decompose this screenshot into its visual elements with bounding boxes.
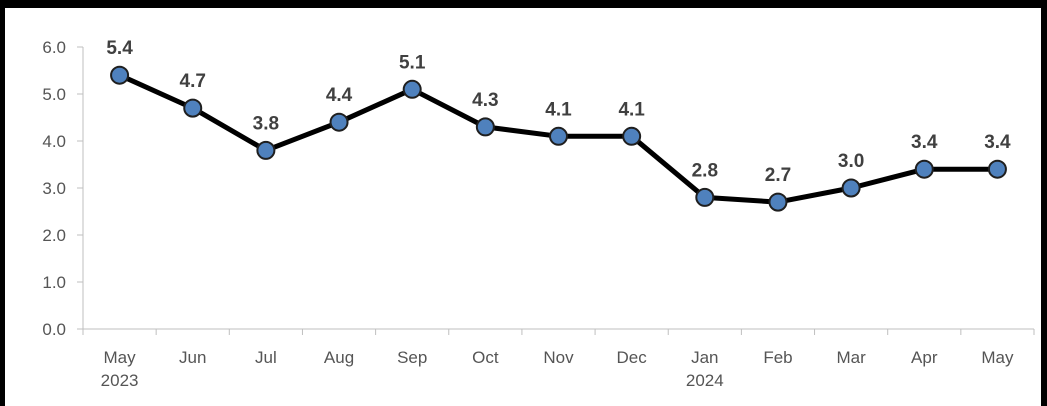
x-tick-label: Jul bbox=[255, 348, 277, 367]
x-tick-label: Jan bbox=[691, 348, 718, 367]
data-label: 3.4 bbox=[984, 132, 1011, 153]
x-tick-label: Oct bbox=[472, 348, 499, 367]
x-tick-label: Dec bbox=[617, 348, 648, 367]
data-label: 4.1 bbox=[618, 99, 645, 120]
data-point bbox=[841, 178, 861, 198]
x-tick-sublabel: 2023 bbox=[101, 371, 139, 390]
data-point bbox=[402, 79, 422, 99]
data-labels: 5.4 4.7 3.8 4.4 5.1 4.3 4.1 4.1 2.8 2.7 3.0 3.4 3.4 bbox=[106, 38, 1011, 186]
x-tick-label: Aug bbox=[324, 348, 354, 367]
data-label: 4.1 bbox=[545, 99, 572, 120]
x-tick-label: Apr bbox=[911, 348, 938, 367]
x-tick-label: May bbox=[981, 348, 1014, 367]
data-label: 5.1 bbox=[399, 52, 426, 73]
data-point bbox=[768, 192, 788, 212]
data-label: 2.8 bbox=[692, 160, 718, 181]
x-tick-label: May bbox=[104, 348, 137, 367]
data-label: 3.0 bbox=[838, 151, 864, 172]
data-point bbox=[549, 126, 568, 146]
series bbox=[110, 65, 1007, 212]
y-tick-label: 1.0 bbox=[42, 273, 66, 292]
x-tick-label: Sep bbox=[397, 348, 427, 367]
data-point bbox=[622, 126, 642, 146]
data-point bbox=[914, 159, 934, 179]
data-label: 3.4 bbox=[911, 132, 938, 153]
x-tick-label: Nov bbox=[543, 348, 574, 367]
x-tick-label: Mar bbox=[836, 348, 866, 367]
y-tick-label: 5.0 bbox=[42, 85, 66, 104]
data-point bbox=[183, 98, 203, 118]
data-label: 3.8 bbox=[253, 113, 279, 134]
data-label: 4.7 bbox=[180, 71, 206, 92]
x-tick-label: Feb bbox=[763, 348, 792, 367]
y-tick-label: 6.0 bbox=[42, 38, 66, 57]
y-tick-label: 3.0 bbox=[42, 179, 66, 198]
data-point bbox=[475, 117, 495, 137]
data-label: 4.3 bbox=[472, 90, 498, 111]
y-tick-label: 2.0 bbox=[42, 226, 66, 245]
data-point bbox=[329, 112, 349, 132]
data-point bbox=[987, 159, 1007, 179]
y-tick-label: 0.0 bbox=[42, 320, 66, 339]
data-label: 2.7 bbox=[765, 165, 791, 186]
y-tick-label: 4.0 bbox=[42, 132, 66, 151]
y-axis: 0.0 1.0 2.0 3.0 4.0 5.0 6.0 bbox=[42, 38, 84, 339]
data-point bbox=[695, 187, 715, 207]
data-point bbox=[110, 65, 130, 85]
data-label: 5.4 bbox=[106, 38, 133, 59]
x-axis: May 2023 Jun Jul Aug Sep Oct Nov Dec Jan 2024 Feb Ma… bbox=[82, 328, 1035, 390]
data-point bbox=[256, 140, 276, 160]
x-tick-label: Jun bbox=[179, 348, 206, 367]
x-tick-sublabel: 2024 bbox=[686, 371, 724, 390]
data-label: 4.4 bbox=[326, 85, 353, 106]
